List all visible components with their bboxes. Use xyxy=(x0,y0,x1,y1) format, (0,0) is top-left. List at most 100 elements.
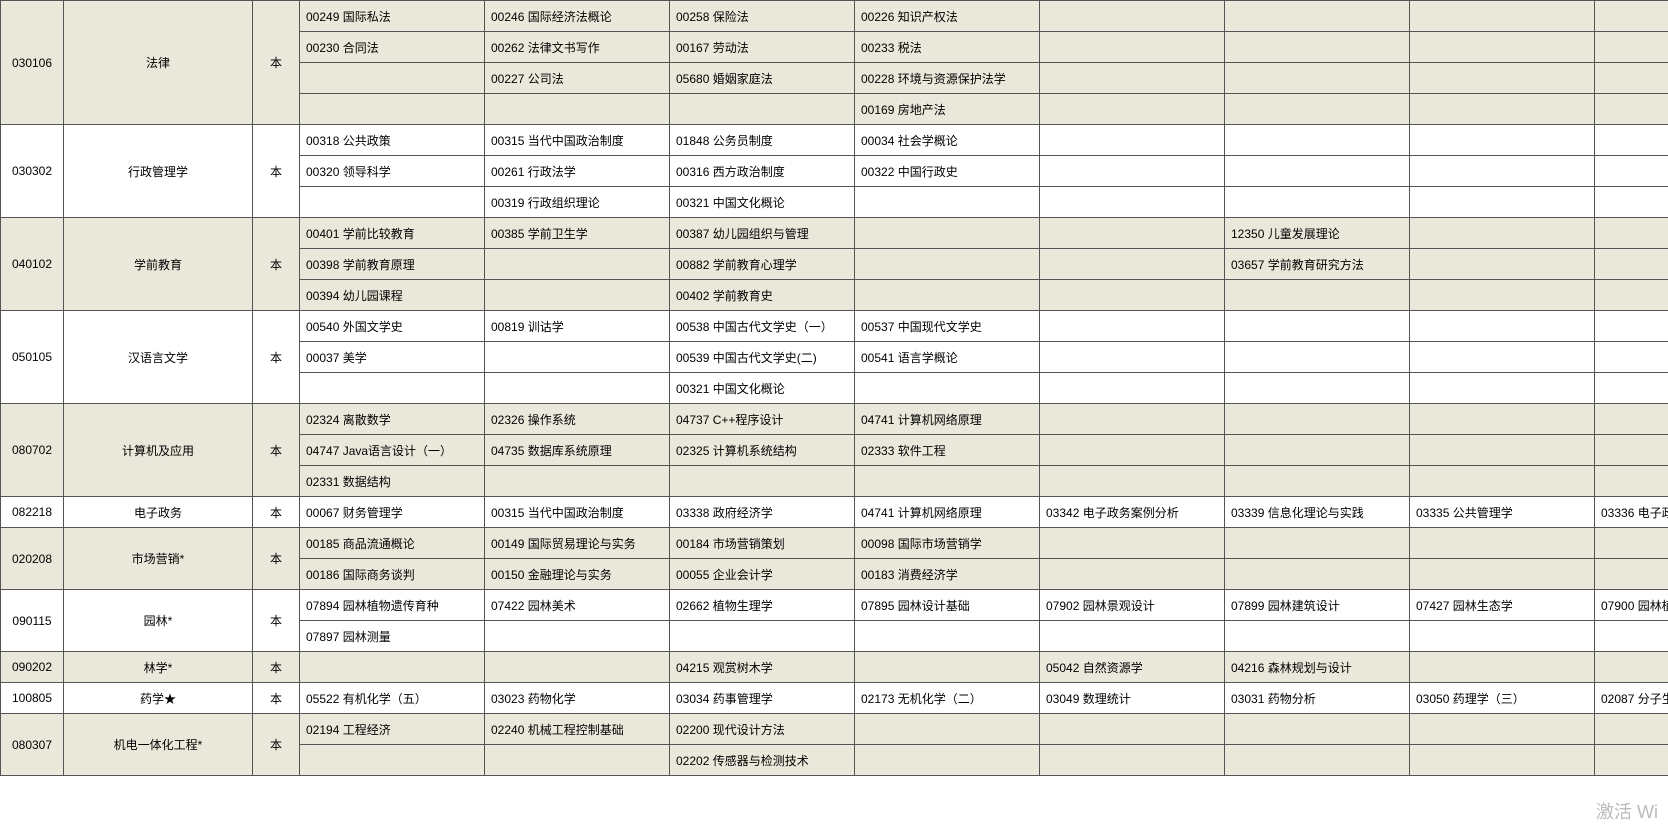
course-cell xyxy=(1595,652,1668,683)
major-code: 090202 xyxy=(1,652,64,683)
course-cell xyxy=(1595,745,1668,776)
course-cell xyxy=(1225,187,1410,218)
course-cell xyxy=(855,745,1040,776)
table-row: 082218电子政务本00067 财务管理学00315 当代中国政治制度0333… xyxy=(1,497,1668,528)
course-cell: 03031 药物分析 xyxy=(1225,683,1410,714)
course-cell: 03657 学前教育研究方法 xyxy=(1225,249,1410,280)
course-cell: 02333 软件工程 xyxy=(855,435,1040,466)
course-cell: 00882 学前教育心理学 xyxy=(670,249,855,280)
course-cell xyxy=(1595,528,1668,559)
course-cell: 03338 政府经济学 xyxy=(670,497,855,528)
course-cell: 00318 公共政策 xyxy=(300,125,485,156)
course-cell xyxy=(1040,528,1225,559)
course-cell xyxy=(1225,466,1410,497)
degree-level: 本 xyxy=(253,590,300,652)
degree-level: 本 xyxy=(253,404,300,497)
course-cell: 02325 计算机系统结构 xyxy=(670,435,855,466)
course-cell xyxy=(300,745,485,776)
course-cell xyxy=(855,280,1040,311)
course-cell xyxy=(1040,466,1225,497)
course-cell xyxy=(1410,156,1595,187)
course-cell xyxy=(1595,156,1668,187)
course-cell: 12350 儿童发展理论 xyxy=(1225,218,1410,249)
course-cell: 00150 金融理论与实务 xyxy=(485,559,670,590)
course-cell: 00149 国际贸易理论与实务 xyxy=(485,528,670,559)
course-cell xyxy=(670,466,855,497)
major-name: 药学★ xyxy=(64,683,253,714)
course-cell xyxy=(1595,311,1668,342)
table-row: 090115园林*本07894 园林植物遗传育种07422 园林美术02662 … xyxy=(1,590,1668,621)
table-row: 100805药学★本05522 有机化学（五）03023 药物化学03034 药… xyxy=(1,683,1668,714)
major-name: 学前教育 xyxy=(64,218,253,311)
course-cell xyxy=(300,94,485,125)
course-cell xyxy=(1225,373,1410,404)
major-code: 090115 xyxy=(1,590,64,652)
course-cell: 05680 婚姻家庭法 xyxy=(670,63,855,94)
course-cell xyxy=(1225,714,1410,745)
course-cell xyxy=(855,218,1040,249)
major-code: 100805 xyxy=(1,683,64,714)
course-cell xyxy=(855,621,1040,652)
course-cell xyxy=(1040,125,1225,156)
course-cell xyxy=(1040,1,1225,32)
major-name: 汉语言文学 xyxy=(64,311,253,404)
course-cell: 04741 计算机网络原理 xyxy=(855,497,1040,528)
course-cell: 00037 美学 xyxy=(300,342,485,373)
course-cell: 07897 园林测量 xyxy=(300,621,485,652)
degree-level: 本 xyxy=(253,714,300,776)
course-cell: 00322 中国行政史 xyxy=(855,156,1040,187)
course-cell xyxy=(1595,218,1668,249)
course-cell xyxy=(485,621,670,652)
course-cell: 02200 现代设计方法 xyxy=(670,714,855,745)
course-cell xyxy=(1595,94,1668,125)
course-cell: 00385 学前卫生学 xyxy=(485,218,670,249)
course-cell: 00315 当代中国政治制度 xyxy=(485,125,670,156)
course-cell xyxy=(1225,280,1410,311)
course-cell xyxy=(1595,559,1668,590)
course-cell xyxy=(1040,311,1225,342)
course-cell: 00262 法律文书写作 xyxy=(485,32,670,63)
course-cell: 00537 中国现代文学史 xyxy=(855,311,1040,342)
course-cell: 02331 数据结构 xyxy=(300,466,485,497)
table-row: 090202林学*本04215 观赏树木学05042 自然资源学04216 森林… xyxy=(1,652,1668,683)
course-cell xyxy=(1225,621,1410,652)
course-cell xyxy=(1225,435,1410,466)
degree-level: 本 xyxy=(253,311,300,404)
course-cell xyxy=(485,280,670,311)
table-row: 050105汉语言文学本00540 外国文学史00819 训诂学00538 中国… xyxy=(1,311,1668,342)
course-cell xyxy=(1040,187,1225,218)
course-cell: 00258 保险法 xyxy=(670,1,855,32)
course-cell: 00226 知识产权法 xyxy=(855,1,1040,32)
course-cell xyxy=(670,94,855,125)
course-cell: 00167 劳动法 xyxy=(670,32,855,63)
course-cell xyxy=(1225,94,1410,125)
course-cell: 00538 中国古代文学史（一） xyxy=(670,311,855,342)
course-cell xyxy=(1040,559,1225,590)
course-cell xyxy=(1225,311,1410,342)
course-cell xyxy=(1225,559,1410,590)
table-row: 030106法律本00249 国际私法00246 国际经济法概论00258 保险… xyxy=(1,1,1668,32)
course-cell xyxy=(1595,373,1668,404)
course-cell xyxy=(1225,63,1410,94)
course-cell xyxy=(1225,32,1410,63)
course-cell: 00541 语言学概论 xyxy=(855,342,1040,373)
table-row: 040102学前教育本00401 学前比较教育00385 学前卫生学00387 … xyxy=(1,218,1668,249)
course-cell: 00402 学前教育史 xyxy=(670,280,855,311)
course-cell xyxy=(300,373,485,404)
course-cell: 00394 幼儿园课程 xyxy=(300,280,485,311)
course-cell: 07902 园林景观设计 xyxy=(1040,590,1225,621)
major-code: 030302 xyxy=(1,125,64,218)
course-cell: 00169 房地产法 xyxy=(855,94,1040,125)
course-cell xyxy=(485,466,670,497)
course-cell: 02326 操作系统 xyxy=(485,404,670,435)
course-cell: 07900 园林植物养护与管理 xyxy=(1595,590,1668,621)
major-name: 市场营销* xyxy=(64,528,253,590)
course-cell: 00401 学前比较教育 xyxy=(300,218,485,249)
course-cell: 00315 当代中国政治制度 xyxy=(485,497,670,528)
major-name: 林学* xyxy=(64,652,253,683)
course-cell: 02240 机械工程控制基础 xyxy=(485,714,670,745)
course-cell xyxy=(1595,342,1668,373)
course-cell xyxy=(855,373,1040,404)
major-name: 行政管理学 xyxy=(64,125,253,218)
course-cell: 04216 森林规划与设计 xyxy=(1225,652,1410,683)
